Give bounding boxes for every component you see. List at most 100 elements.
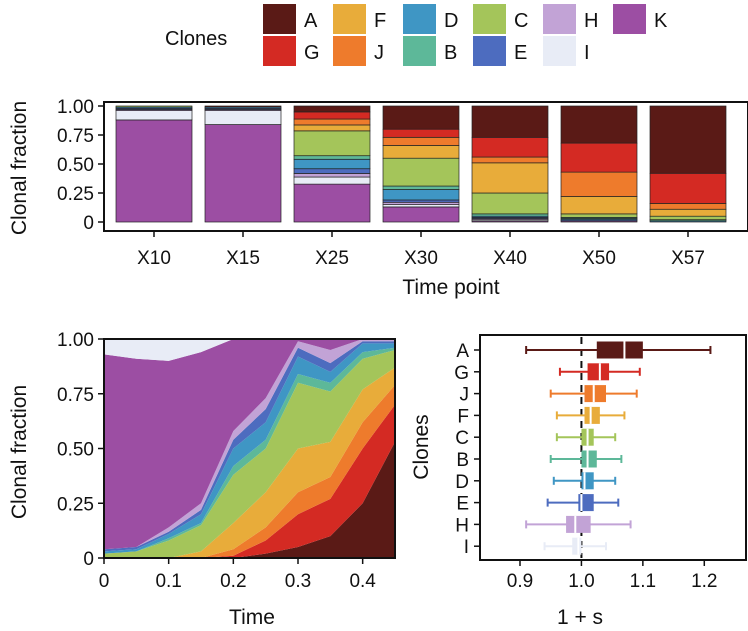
area-xtick-label: 0.1 <box>155 571 181 592</box>
bar-ytick-label: 0 <box>83 213 94 234</box>
bar-segment-x25-k <box>293 183 371 223</box>
box-ytick-label-e: E <box>456 494 469 515</box>
box-xtick-label: 1.2 <box>691 571 717 592</box>
legend-swatch-b <box>403 36 436 66</box>
bar-segment-x30-g <box>382 128 460 138</box>
legend-swatch-h <box>543 4 576 34</box>
box-iqr-b <box>581 450 597 468</box>
box-ytick-label-j: J <box>460 385 470 406</box>
bar-segment-x25-e <box>293 168 371 174</box>
legend-label-g: G <box>304 42 320 64</box>
stacked-area-chart: 0 0.25 0.50 0.75 1.00 0 0.1 0.2 0.3 0.4 Time Clo… <box>8 330 396 629</box>
area-ytick-label: 1.00 <box>57 330 94 351</box>
area-ytick-label: 0.75 <box>57 385 94 406</box>
bar-segment-x30-d <box>382 189 460 201</box>
box-ytick-label-h: H <box>455 515 469 536</box>
area-xtick-label: 0.2 <box>220 571 246 592</box>
legend-swatch-f <box>333 4 366 34</box>
legend-title: Clones <box>165 28 227 50</box>
box-ytick-label-a: A <box>456 341 469 362</box>
box-iqr-a <box>596 341 643 359</box>
box-plot-xlabel: 1 + s <box>557 606 603 629</box>
bar-ytick-label: 1.00 <box>57 97 94 118</box>
box-ytick-label-d: D <box>455 472 469 493</box>
bar-ytick-label: 0.25 <box>57 184 94 205</box>
bar-chart-xlabel: Time point <box>402 276 499 299</box>
bar-segment-x50-j <box>560 171 638 197</box>
area-band-c <box>104 349 395 558</box>
legend-label-c: C <box>514 10 528 32</box>
box-iqr-j <box>584 385 607 403</box>
box-ytick-label-i: I <box>464 537 469 558</box>
box-iqr-f <box>584 406 600 424</box>
area-xtick-label: 0.4 <box>349 571 376 592</box>
bar-ytick-label: 0.50 <box>57 155 94 176</box>
legend-label-j: J <box>374 42 384 64</box>
bar-segment-x15-i <box>204 110 282 125</box>
bar-xtick-label-x30: X30 <box>404 248 438 269</box>
legend-label-f: F <box>374 10 386 32</box>
bar-segment-x25-d <box>293 158 371 170</box>
bar-segment-x50-a <box>560 105 638 144</box>
bar-segment-x57-c <box>649 215 727 221</box>
bar-segment-x15-a <box>204 105 282 108</box>
bar-segment-x10-k <box>115 119 193 223</box>
bar-xtick-label-x15: X15 <box>226 248 260 269</box>
bar-xtick-label-x50: X50 <box>582 248 616 269</box>
bar-segment-x30-c <box>382 157 460 187</box>
box-plot-frame <box>479 334 747 561</box>
area-band-i <box>104 339 395 361</box>
bar-xtick-label-x40: X40 <box>493 248 527 269</box>
area-ytick-label: 0.25 <box>57 494 94 515</box>
bar-segment-x25-f <box>293 124 371 132</box>
area-band-g <box>104 404 395 558</box>
box-iqr-d <box>581 472 594 490</box>
bar-segment-x40-g <box>471 136 549 158</box>
legend-label-e: E <box>514 42 527 64</box>
bar-segment-x25-c <box>293 130 371 157</box>
area-xtick-label: 0 <box>99 571 110 592</box>
bar-segment-x15-k <box>204 124 282 223</box>
legend-label-i: I <box>584 42 590 64</box>
bar-segment-x40-j <box>471 156 549 164</box>
legend-label-d: D <box>444 10 458 32</box>
legend: Clones A F D C H K G J B E I <box>165 4 668 66</box>
area-chart-ylabel: Clonal fraction <box>8 385 31 519</box>
legend-swatch-i <box>543 36 576 66</box>
area-chart-xlabel: Time <box>229 606 275 629</box>
legend-label-k: K <box>654 10 668 32</box>
legend-swatch-j <box>333 36 366 66</box>
bar-chart-ylabel: Clonal fraction <box>8 101 31 235</box>
legend-label-h: H <box>584 10 598 32</box>
bar-segment-x50-c <box>560 213 638 218</box>
area-band-f <box>104 367 395 558</box>
bar-segment-x30-f <box>382 145 460 159</box>
bar-segment-x25-i <box>293 176 371 185</box>
box-xtick-label: 0.9 <box>507 571 533 592</box>
box-ytick-label-g: G <box>454 363 469 384</box>
legend-swatch-c <box>473 4 506 34</box>
bar-segment-x30-b <box>382 185 460 190</box>
area-xtick-label: 0.3 <box>285 571 311 592</box>
bar-segment-x25-b <box>293 155 371 160</box>
legend-swatch-g <box>263 36 296 66</box>
bar-segment-x40-a <box>471 105 549 138</box>
bar-xtick-label-x10: X10 <box>137 248 171 269</box>
bar-segment-x50-g <box>560 142 638 173</box>
bar-segment-x25-h <box>293 173 371 178</box>
area-band-a <box>104 441 395 558</box>
bar-segment-x25-a <box>293 105 371 113</box>
box-ytick-label-f: F <box>457 406 469 427</box>
box-xtick-label: 1.1 <box>630 571 656 592</box>
bar-segment-x30-k <box>382 206 460 223</box>
bar-segment-x25-j <box>293 118 371 126</box>
bar-segment-x57-a <box>649 105 727 174</box>
bar-ytick-label: 0.75 <box>57 126 94 147</box>
box-plot-ylabel: Clones <box>410 414 433 479</box>
bar-segment-x40-f <box>471 162 549 194</box>
legend-label-a: A <box>304 10 318 32</box>
area-ytick-label: 0 <box>83 549 94 570</box>
bar-xtick-label-x57: X57 <box>671 248 705 269</box>
box-ytick-label-b: B <box>456 450 469 471</box>
